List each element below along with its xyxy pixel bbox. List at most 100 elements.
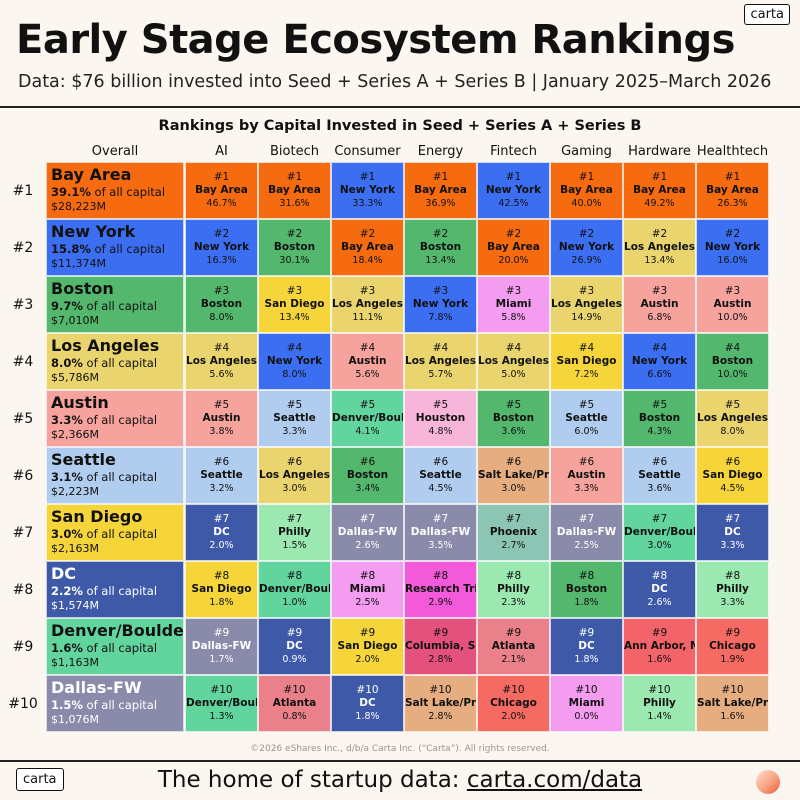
rank-label: #5 <box>12 410 34 427</box>
sector-percent: 2.1% <box>501 654 526 665</box>
sector-percent: 1.5% <box>282 540 307 551</box>
sector-rank: #9 <box>286 627 303 639</box>
sector-city-name: Austin <box>348 355 387 367</box>
overall-amount: $1,574M <box>51 599 99 612</box>
overall-share-value: 39.1% <box>51 185 91 199</box>
sector-rank: #2 <box>505 228 522 240</box>
sector-percent: 36.9% <box>425 198 456 209</box>
rank-label: #7 <box>12 524 34 541</box>
sector-percent: 8.0% <box>282 369 307 380</box>
column-header-biotech: Biotech <box>270 144 319 159</box>
sector-percent: 1.4% <box>647 711 672 722</box>
overall-amount: $28,223M <box>51 200 106 213</box>
sector-rank: #4 <box>505 342 522 354</box>
sector-city-name: Boston <box>200 298 243 310</box>
sector-rank: #8 <box>359 570 376 582</box>
sector-rank: #4 <box>724 342 741 354</box>
sector-percent: 13.4% <box>644 255 675 266</box>
sector-percent: 7.8% <box>428 312 453 323</box>
rank-label: #6 <box>12 467 34 484</box>
sector-percent: 3.0% <box>647 540 672 551</box>
overall-share-suffix: of all capital <box>82 527 158 541</box>
sector-cell-fintech: #10 Chicago 2.0% <box>477 675 550 732</box>
sector-rank: #1 <box>505 171 522 183</box>
sector-city-name: New York <box>412 298 469 310</box>
sector-rank: #10 <box>575 684 598 696</box>
sector-city-name: Los Angeles <box>405 355 477 367</box>
sector-city-name: Bay Area <box>487 241 540 253</box>
sector-city-name: DC <box>651 583 668 595</box>
sector-city-name: Columbia, SC <box>405 640 477 652</box>
sector-rank: #2 <box>359 228 376 240</box>
overall-share-value: 1.6% <box>51 641 83 655</box>
carta-logo[interactable]: carta <box>744 4 790 25</box>
sector-city-name: Philly <box>497 583 530 595</box>
divider-top <box>0 106 800 108</box>
sector-city-name: Denver/Boulder <box>332 412 403 424</box>
sector-cell-consumer: #8 Miami 2.5% <box>331 561 404 618</box>
sector-percent: 8.0% <box>720 426 745 437</box>
sector-city-name: Seattle <box>273 412 316 424</box>
sector-city-name: Philly <box>643 697 676 709</box>
sector-rank: #1 <box>213 171 230 183</box>
sector-city-name: New York <box>266 355 323 367</box>
sector-city-name: Bay Area <box>706 184 759 196</box>
sector-rank: #8 <box>578 570 595 582</box>
carta-data-link[interactable]: carta.com/data <box>466 767 643 793</box>
overall-share: 15.8% of all capital <box>51 241 179 257</box>
sector-cell-energy: #6 Seattle 4.5% <box>404 447 477 504</box>
sector-rank: #3 <box>505 285 522 297</box>
sector-rank: #1 <box>578 171 595 183</box>
overall-amount: $2,366M <box>51 428 99 441</box>
carta-logo-footer[interactable]: carta <box>16 768 64 791</box>
sector-cell-fintech: #1 New York 42.5% <box>477 162 550 219</box>
overall-share-value: 9.7% <box>51 299 83 313</box>
sector-percent: 40.0% <box>571 198 602 209</box>
sector-cell-ai: #8 San Diego 1.8% <box>185 561 258 618</box>
sector-cell-fintech: #8 Philly 2.3% <box>477 561 550 618</box>
sector-percent: 2.8% <box>428 711 453 722</box>
overall-cell: DC 2.2% of all capital $1,574M <box>46 561 184 618</box>
overall-share-suffix: of all capital <box>90 185 166 199</box>
carta-mark-icon <box>756 770 780 794</box>
sector-city-name: Salt Lake/Prov <box>697 697 769 709</box>
overall-share: 8.0% of all capital <box>51 355 179 371</box>
overall-share-value: 3.0% <box>51 527 83 541</box>
sector-rank: #6 <box>505 456 522 468</box>
sector-city-name: Los Angeles <box>624 241 696 253</box>
sector-city-name: Miami <box>349 583 386 595</box>
sector-cell-gaming: #5 Seattle 6.0% <box>550 390 623 447</box>
sector-rank: #2 <box>578 228 595 240</box>
sector-percent: 1.8% <box>574 654 599 665</box>
sector-city-name: Dallas-FW <box>337 526 398 538</box>
sector-city-name: DC <box>213 526 230 538</box>
column-header-energy: Energy <box>417 144 464 159</box>
sector-city-name: Austin <box>713 298 752 310</box>
sector-percent: 14.9% <box>571 312 602 323</box>
sector-city-name: Philly <box>278 526 311 538</box>
sector-cell-ai: #1 Bay Area 46.7% <box>185 162 258 219</box>
sector-city-name: Seattle <box>200 469 243 481</box>
sector-cell-healthtech: #2 New York 16.0% <box>696 219 769 276</box>
sector-percent: 1.9% <box>720 654 745 665</box>
sector-cell-hardware: #4 New York 6.6% <box>623 333 696 390</box>
sector-rank: #10 <box>210 684 233 696</box>
sector-cell-biotech: #2 Boston 30.1% <box>258 219 331 276</box>
sector-cell-hardware: #3 Austin 6.8% <box>623 276 696 333</box>
sector-city-name: Boston <box>346 469 389 481</box>
sector-rank: #1 <box>651 171 668 183</box>
overall-amount: $2,223M <box>51 485 99 498</box>
sector-cell-ai: #6 Seattle 3.2% <box>185 447 258 504</box>
rank-label: #3 <box>12 296 34 313</box>
sector-rank: #5 <box>213 399 230 411</box>
overall-share: 3.0% of all capital <box>51 526 179 542</box>
sector-cell-gaming: #8 Boston 1.8% <box>550 561 623 618</box>
overall-city-name: New York <box>51 222 136 241</box>
overall-city-name: Dallas-FW <box>51 678 142 697</box>
sector-city-name: Boston <box>565 583 608 595</box>
sector-cell-ai: #3 Boston 8.0% <box>185 276 258 333</box>
